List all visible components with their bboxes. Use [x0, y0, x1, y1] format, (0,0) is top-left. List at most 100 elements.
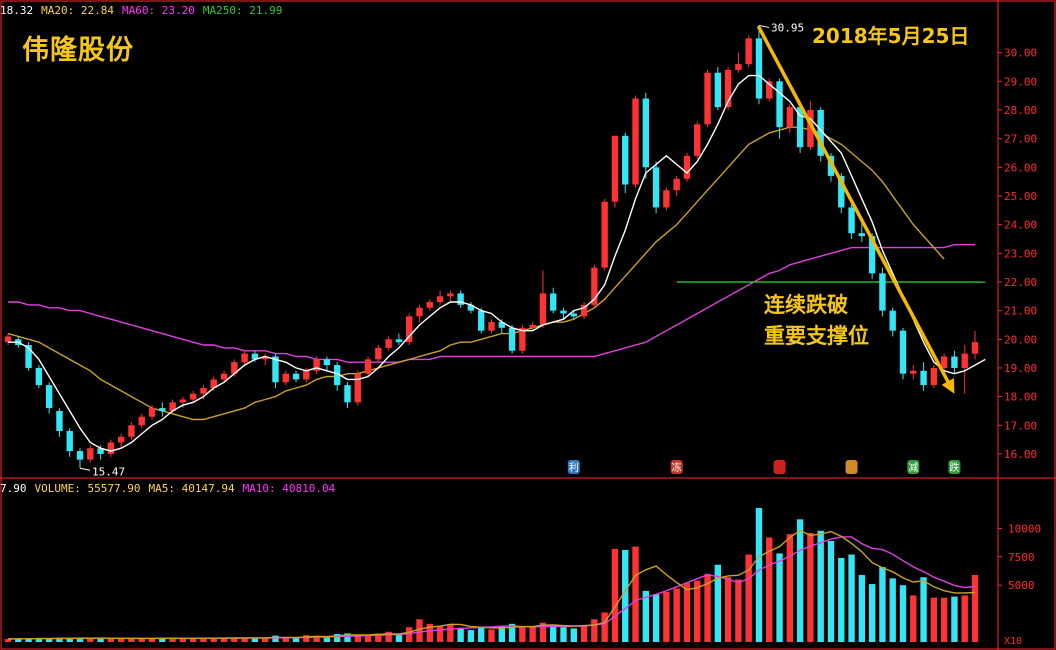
volume-bar-2	[25, 638, 32, 642]
candle-53	[550, 293, 557, 311]
low-pointer	[79, 467, 91, 471]
event-label-0: 利	[569, 462, 579, 474]
candle-82	[848, 207, 855, 234]
candle-24	[251, 353, 259, 360]
candle-92	[951, 356, 958, 368]
breakdown-arrow-head	[941, 378, 955, 394]
price-tick-label-4: 26.00	[1004, 161, 1037, 174]
volume-bar-87	[899, 585, 907, 642]
volume-tick-label-0: 10000	[1008, 522, 1041, 535]
candle-3	[35, 367, 43, 386]
price-tick-label-1: 29.00	[1004, 75, 1037, 88]
volume-bar-15	[159, 638, 166, 642]
volume-bar-46	[478, 627, 485, 642]
candle-93	[961, 353, 968, 368]
candle-36	[375, 347, 382, 360]
date-label: 2018年5月25日	[812, 24, 970, 48]
price-indicator-1: MA20: 22.84	[41, 4, 114, 17]
candle-9	[97, 448, 104, 454]
volume-bar-4	[45, 638, 53, 642]
candle-46	[478, 310, 485, 331]
candle-37	[385, 339, 392, 348]
price-tick-label-6: 24.00	[1004, 219, 1037, 232]
volume-bar-27	[282, 638, 289, 642]
candle-34	[354, 373, 361, 403]
candle-21	[220, 373, 228, 380]
volume-bar-51	[529, 627, 536, 642]
candle-65	[673, 178, 680, 191]
candle-17	[179, 399, 187, 403]
volume-bar-82	[848, 554, 855, 642]
volume-bar-69	[714, 564, 722, 642]
price-indicator-3: MA250: 21.99	[202, 4, 283, 17]
low-label: 15.47	[92, 465, 125, 478]
candle-56	[580, 304, 588, 317]
event-marker-3	[845, 460, 858, 474]
volume-bar-55	[570, 628, 577, 642]
candle-28	[292, 373, 300, 380]
candle-74	[766, 81, 773, 99]
candle-73	[755, 38, 763, 99]
volume-bar-86	[889, 578, 896, 642]
volume-bar-33	[344, 633, 351, 642]
volume-bar-35	[364, 634, 372, 642]
candle-39	[406, 316, 413, 343]
candle-71	[735, 64, 742, 70]
candle-90	[930, 367, 938, 386]
volume-bar-7	[76, 637, 84, 642]
volume-ma5-line	[7, 529, 976, 640]
volume-bar-62	[642, 590, 649, 642]
volume-bar-81	[838, 557, 845, 642]
candle-29	[303, 370, 310, 380]
candle-32	[334, 365, 341, 386]
candle-78	[807, 109, 814, 148]
volume-bar-76	[786, 534, 794, 642]
volume-unit-label: X10	[1004, 636, 1022, 647]
volume-bar-41	[426, 623, 433, 642]
volume-indicator-0: 7.90	[0, 482, 27, 495]
price-tick-label-12: 18.00	[1004, 391, 1037, 404]
volume-bar-88	[910, 595, 917, 642]
volume-bar-29	[303, 635, 310, 642]
volume-bar-16	[169, 638, 176, 642]
candle-62	[642, 98, 649, 168]
event-marker-1	[670, 460, 683, 474]
volume-bar-66	[683, 582, 691, 642]
volume-bar-3	[35, 638, 43, 642]
candle-60	[622, 135, 629, 185]
annotation-note: 连续跌破 重要支撑位	[764, 290, 869, 352]
candle-83	[858, 233, 866, 237]
volume-bar-71	[735, 579, 742, 642]
volume-bar-93	[961, 595, 968, 642]
volume-bar-28	[292, 637, 300, 642]
candle-25	[261, 356, 269, 360]
candle-35	[364, 359, 372, 374]
volume-bar-10	[107, 638, 115, 642]
volume-bar-75	[776, 553, 783, 642]
candle-42	[436, 296, 444, 303]
volume-bar-9	[97, 638, 104, 642]
volume-bar-31	[323, 636, 331, 642]
volume-bar-36	[375, 633, 382, 642]
candle-85	[879, 273, 886, 311]
volume-bar-43	[447, 624, 454, 642]
candle-84	[868, 236, 876, 274]
volume-bar-60	[622, 549, 629, 642]
candle-13	[138, 416, 145, 426]
price-tick-label-2: 28.00	[1004, 104, 1037, 117]
price-tick-label-10: 20.00	[1004, 333, 1037, 346]
event-marker-4	[907, 460, 920, 474]
candle-75	[776, 81, 783, 128]
stock-name: 伟隆股份	[22, 35, 134, 66]
candle-40	[416, 307, 423, 317]
candle-49	[508, 327, 516, 351]
volume-bar-92	[951, 596, 958, 642]
price-indicator-2: MA60: 23.20	[121, 4, 195, 17]
candle-33	[344, 385, 351, 403]
volume-bar-54	[560, 627, 567, 642]
price-tick-label-9: 21.00	[1004, 305, 1037, 318]
volume-bar-64	[663, 592, 670, 642]
price-tick-label-8: 22.00	[1004, 276, 1037, 289]
event-label-4: 减	[908, 462, 918, 474]
